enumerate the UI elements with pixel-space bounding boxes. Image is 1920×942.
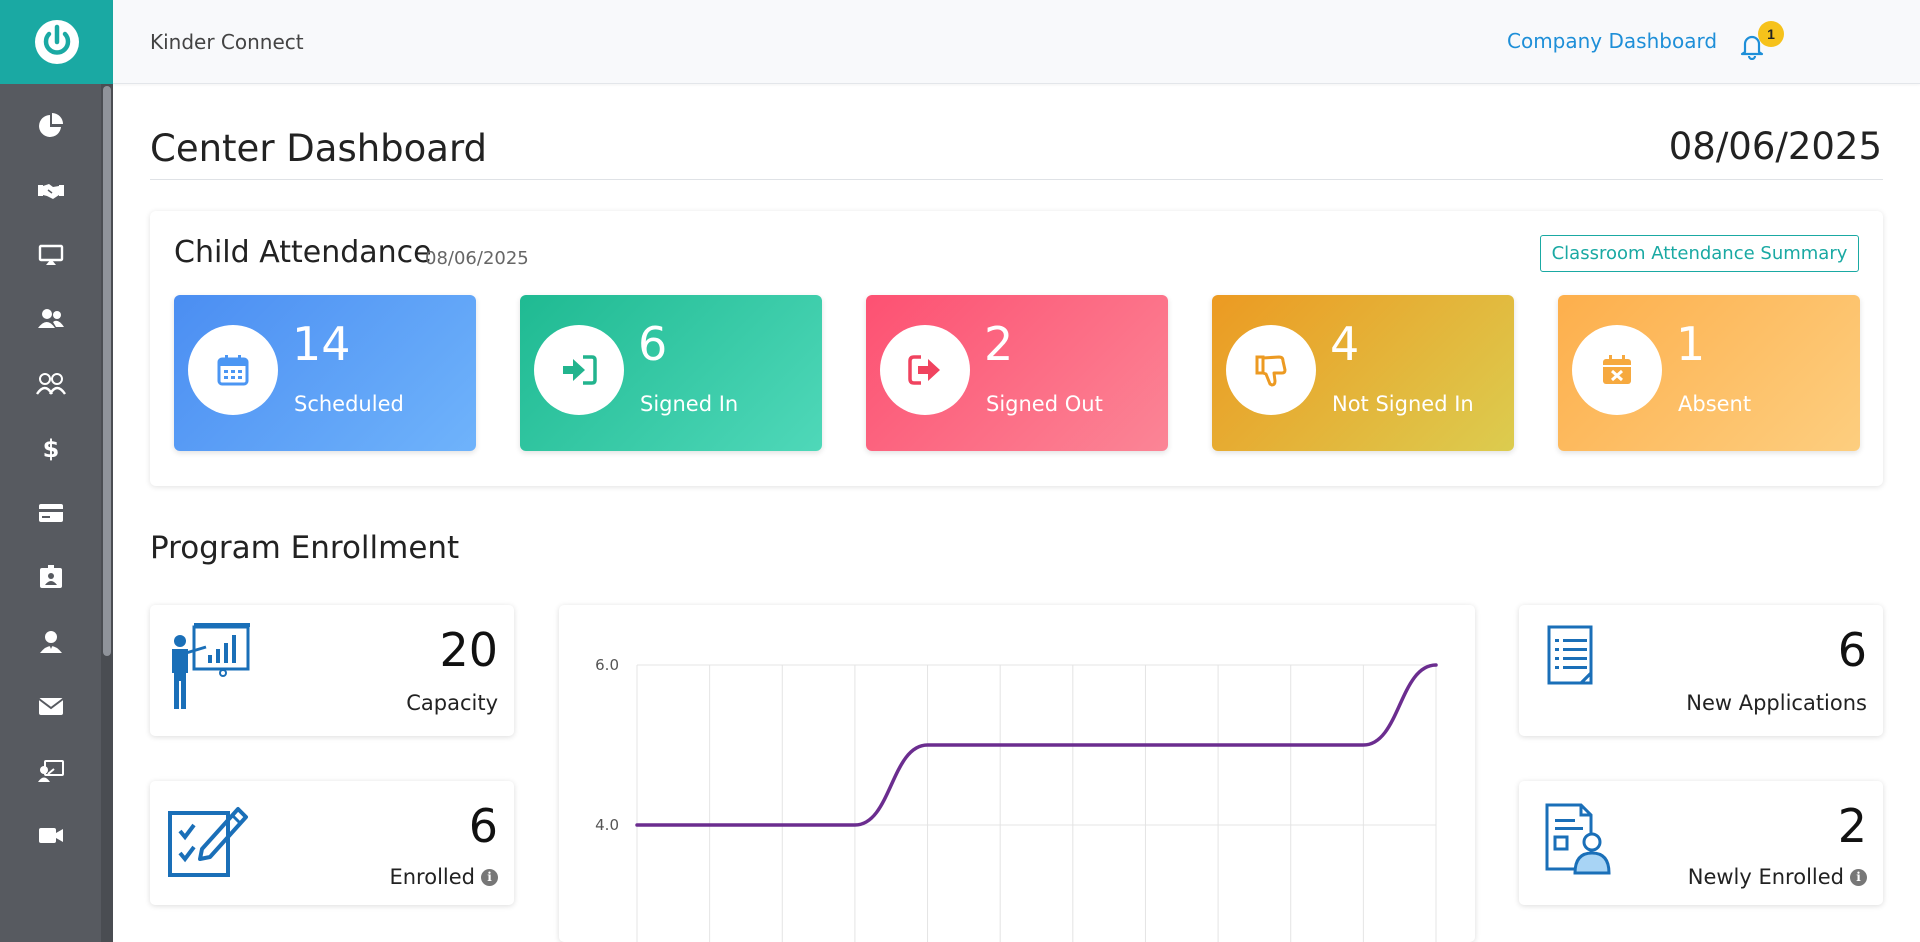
child-attendance-card: Child Attendance 08/06/2025 Classroom At… [150,211,1883,486]
enrolled-value: 6 [468,799,498,853]
new-applications-label-text: New Applications [1686,691,1867,715]
not-signed-in-label: Not Signed In [1332,392,1474,416]
sidebar-item-messages[interactable] [0,686,101,726]
sidebar-item-payments[interactable] [0,493,101,533]
new-applications-card: 6 New Applications [1519,605,1883,736]
newly-enrolled-card: 2 Newly Enrolled i [1519,781,1883,905]
company-dashboard-link[interactable]: Company Dashboard [1507,29,1718,53]
sign-in-icon [563,355,597,385]
checklist-pen-icon [168,807,248,877]
page-title: Center Dashboard [150,127,488,170]
power-logo-icon [34,20,79,64]
sidebar-item-cameras[interactable] [0,815,101,855]
page-date: 08/06/2025 [1668,125,1882,168]
sidebar-item-users[interactable] [0,299,101,339]
enrollment-chart: 6.0 4.0 [559,605,1475,942]
sidebar: $ [0,0,113,942]
presentation-icon [38,244,63,265]
absent-label: Absent [1678,392,1752,416]
id-badge-icon [39,565,62,588]
new-applications-value: 6 [1837,623,1867,677]
sidebar-item-staff-id[interactable] [0,557,101,597]
program-enrollment-title: Program Enrollment [150,530,460,566]
signed-in-count: 6 [638,317,668,371]
dollar-icon: $ [42,435,59,463]
calendar-x-icon [1603,355,1631,384]
teacher-board-icon [37,760,64,782]
info-icon[interactable]: i [1850,868,1867,886]
capacity-card: 20 Capacity [150,605,514,736]
sidebar-item-classrooms[interactable] [0,751,101,791]
signed-in-icon-circle [534,325,624,415]
chart-y-tick-label: 4.0 [595,816,619,834]
signed-out-icon-circle [880,325,970,415]
scheduled-count: 14 [292,317,351,371]
brand-name: Kinder Connect [150,30,304,54]
absent-count: 1 [1676,317,1706,371]
pie-chart-icon [38,113,63,137]
envelope-icon [37,698,64,715]
enrolled-label: Enrolled i [389,865,498,889]
top-bar: Kinder Connect Company Dashboard 1 [113,0,1920,84]
sidebar-item-staff[interactable] [0,622,101,662]
classroom-attendance-summary-button[interactable]: Classroom Attendance Summary [1540,235,1859,272]
presenter-icon [172,623,250,709]
info-icon[interactable]: i [481,868,498,886]
not-signed-in-tile[interactable]: 4 Not Signed In [1212,295,1514,451]
thumbs-down-icon [1255,355,1287,387]
users-icon [37,309,64,328]
scheduled-icon-circle [188,325,278,415]
absent-icon-circle [1572,325,1662,415]
sidebar-item-dashboard[interactable] [0,106,101,146]
document-icon [1547,625,1593,685]
signed-out-label: Signed Out [986,392,1103,416]
newly-enrolled-label: Newly Enrolled i [1688,865,1867,889]
document-user-icon [1545,803,1611,875]
enrolled-card: 6 Enrolled i [150,781,514,905]
notification-badge: 1 [1758,21,1784,47]
svg-text:$: $ [42,435,59,463]
enrolled-label-text: Enrolled [389,865,475,889]
staff-icon [39,631,62,653]
absent-tile[interactable]: 1 Absent [1558,295,1860,451]
video-camera-icon [38,828,63,843]
signed-out-tile[interactable]: 2 Signed Out [866,295,1168,451]
sidebar-scroll-thumb[interactable] [103,86,111,656]
enrollment-line-chart: 6.0 4.0 [595,656,1438,942]
chart-series-line [635,663,1438,827]
scheduled-tile[interactable]: 14 Scheduled [174,295,476,451]
new-applications-label: New Applications [1686,691,1867,715]
attendance-date: 08/06/2025 [425,248,529,269]
divider [150,179,1883,180]
handshake-icon [37,184,64,199]
scheduled-label: Scheduled [294,392,404,416]
sidebar-scrollbar[interactable] [101,84,113,942]
newly-enrolled-label-text: Newly Enrolled [1687,865,1844,889]
sidebar-item-partners[interactable] [0,171,101,211]
not-signed-in-count: 4 [1330,317,1360,371]
capacity-label-text: Capacity [406,691,498,715]
chart-y-tick-label: 6.0 [595,656,619,674]
capacity-label: Capacity [406,691,498,715]
sign-out-icon [908,355,940,385]
calendar-icon [217,355,249,386]
sidebar-item-billing[interactable]: $ [0,428,101,468]
signed-out-count: 2 [984,317,1014,371]
logo[interactable] [0,0,113,84]
parents-icon [35,373,66,395]
sidebar-item-parents[interactable] [0,364,101,404]
signed-in-label: Signed In [640,392,739,416]
capacity-value: 20 [439,623,498,677]
newly-enrolled-value: 2 [1837,799,1867,853]
credit-card-icon [38,504,63,522]
sidebar-item-presentations[interactable] [0,235,101,275]
attendance-title: Child Attendance [174,235,432,270]
not-signed-in-icon-circle [1226,325,1316,415]
signed-in-tile[interactable]: 6 Signed In [520,295,822,451]
bell-icon[interactable] [1737,30,1767,60]
